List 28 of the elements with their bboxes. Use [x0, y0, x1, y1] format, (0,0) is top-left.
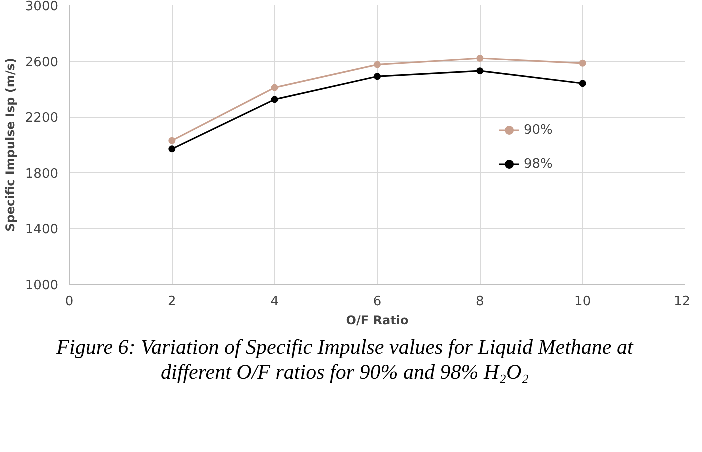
- point: [271, 96, 278, 104]
- x-tick-label: 2: [168, 294, 176, 310]
- point: [579, 60, 586, 67]
- point: [168, 146, 176, 153]
- x-tick-label: 4: [270, 294, 279, 310]
- y-tick-label: 1800: [25, 166, 59, 182]
- point: [168, 137, 176, 144]
- y-axis-title: Specific Impulse Isp (m/s): [3, 58, 18, 232]
- caption: Figure 6: Variation of Specific Impulse values for Liquid Methane at different O/F ratios for 90% and 98% H₂O₂: [56, 335, 635, 386]
- legend-label: 90%: [524, 122, 553, 138]
- point: [374, 73, 381, 80]
- point: [579, 80, 586, 88]
- point: [476, 68, 484, 75]
- y-tick-label: 1000: [25, 278, 59, 294]
- x-tick-label: 0: [65, 294, 74, 310]
- y-tick-label: 1400: [25, 222, 59, 238]
- legend-label: 98%: [524, 156, 553, 172]
- x-axis-title: O/F Ratio: [346, 314, 409, 328]
- y-tick-label: 2200: [25, 111, 59, 126]
- y-tick-label: 3000: [25, 0, 59, 14]
- point: [374, 61, 381, 68]
- point: [476, 55, 484, 62]
- x-tick-label: 6: [373, 294, 382, 310]
- point: [271, 84, 278, 92]
- x-tick-label: 12: [674, 294, 691, 310]
- y-tick-label: 2600: [25, 55, 59, 70]
- x-tick-label: 8: [476, 294, 484, 310]
- x-tick-label: 10: [574, 294, 592, 310]
